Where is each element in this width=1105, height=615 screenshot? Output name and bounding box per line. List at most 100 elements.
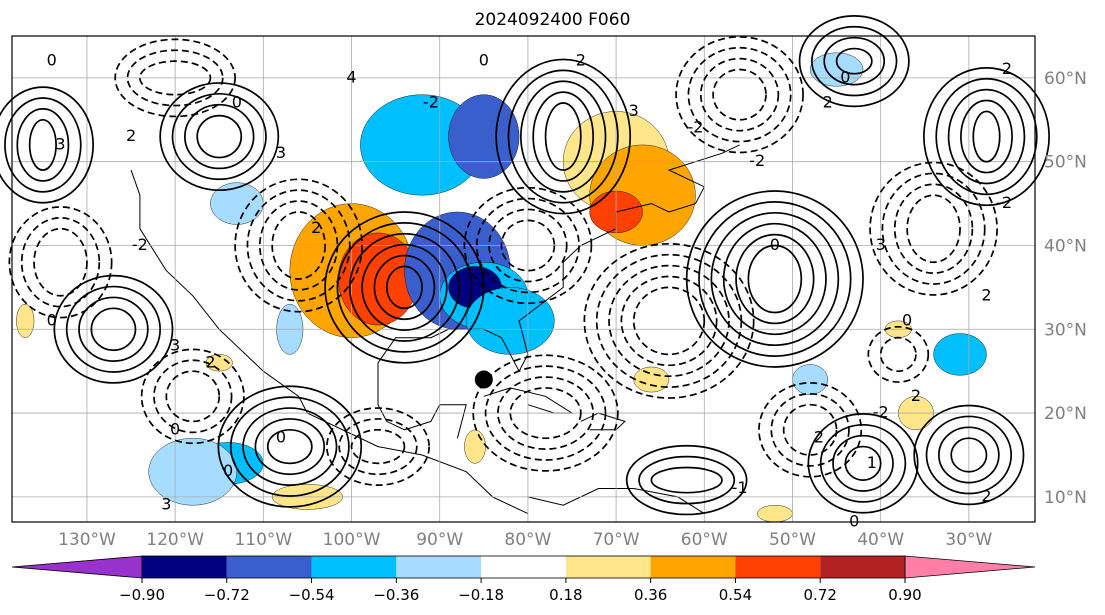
longitude-tick-label: 50°W [769,530,816,550]
negative-contour [869,161,998,296]
negative-contour [33,227,88,297]
contour-label: 2 [126,126,136,145]
negative-contour [608,264,730,378]
contour-label: 0 [479,51,489,70]
coastline [130,169,529,515]
negative-contour [595,253,743,388]
contour-label: -2 [996,59,1012,78]
negative-contour [488,208,568,283]
colorbar-tick-label: 0.54 [719,586,752,604]
negative-contour [153,359,233,434]
contour-label: -2 [996,193,1012,212]
anomaly-fill [757,505,793,523]
colorbar-tick-labels: −0.90 −0.72 −0.54 −0.36 −0.18 0.18 0.36 0.54 0.7… [119,578,922,604]
positive-contour [361,243,448,331]
negative-contour [114,38,236,118]
positive-contour [53,274,174,384]
map-frame [11,35,1036,523]
positive-contour [685,190,864,368]
positive-contour [650,466,723,494]
longitude-labels: 130°W 120°W 110°W 100°W 90°W 80°W 70°W 60°W 50°W… [58,530,992,550]
latitude-tick-label: 50°N [1044,153,1087,173]
positive-contour [735,233,815,325]
negative-contour [583,242,755,399]
negative-contour [497,376,595,450]
anomaly-fill [792,364,828,395]
positive-contour [196,114,243,159]
colorbar-tick-label: 0.36 [634,586,667,604]
coastline [377,362,467,439]
colorbar-tick-label: −0.90 [119,586,165,604]
positive-contour [960,99,1013,174]
positive-contour [950,437,988,473]
negative-contour [632,286,706,356]
positive-contour [0,86,94,204]
positive-contour [935,77,1038,196]
positive-contour [184,103,255,170]
positive-contour [925,415,1013,495]
negative-contour [758,382,863,478]
negative-contour [881,172,986,285]
positive-contour [938,426,1000,484]
contour-label: 2 [311,218,321,237]
negative-contour [234,178,363,313]
positive-contour [229,396,350,497]
latitude-tick-label: 20°N [1044,404,1087,424]
colorbar-tick-label: −0.18 [458,586,504,604]
negative-contour [338,418,418,476]
colorbar-segment [820,556,905,578]
positive-contour [242,407,338,486]
positive-contour [544,102,582,171]
latitude-tick-label: 40°N [1044,236,1087,256]
negative-contour [20,216,101,308]
colorbar-segment [226,556,312,578]
colorbar-outline [141,555,906,579]
contour-label: 0 [232,93,242,112]
positive-contour [254,418,326,476]
positive-contour [972,110,1001,163]
positive-contour [507,69,619,204]
negative-contour [620,275,718,367]
anomaly-fill [933,333,987,376]
positive-contour [171,92,267,181]
negative-contour [139,60,212,96]
anomaly-fill [16,303,35,338]
colorbar-segment [735,556,821,578]
positive-contour [217,385,363,508]
contour-label: 0 [47,51,57,70]
positive-contour [913,404,1025,506]
contour-label: 0 [47,310,57,329]
colorbar-segment [481,556,566,578]
anomaly-fill [448,94,520,179]
anomaly-fill [633,366,670,393]
positive-contour [947,88,1026,185]
colorbar-segment [142,556,227,578]
colorbar-tick-label: 0.72 [804,586,837,604]
contour-label: 0 [770,235,780,254]
contour-label: -2 [132,235,148,254]
negative-contour [325,407,430,486]
latitude-tick-label: 60°N [1044,69,1087,89]
colorbar-extend-min [11,555,143,579]
contour-label: 0 [276,428,286,447]
longitude-tick-label: 80°W [504,530,551,550]
negative-contour [350,428,406,465]
colorbar [11,555,1036,579]
colorbar-tick-label: −0.36 [373,586,419,604]
anomaly-fill [148,438,238,506]
longitude-tick-label: 120°W [146,530,204,550]
anomaly-fill [210,182,264,225]
contour-label: 3 [161,495,171,514]
contour-label: -2 [873,403,889,422]
negative-contour [463,186,593,305]
contour-label: 2 [576,51,586,70]
anomaly-fill [464,429,486,464]
positive-contour [807,413,919,514]
negative-contour [867,325,930,383]
contour-label: 2 [823,93,833,112]
positive-contour [923,66,1050,207]
colorbar-segment [650,556,736,578]
positive-contour [520,80,607,193]
contour-layer [0,15,1050,516]
